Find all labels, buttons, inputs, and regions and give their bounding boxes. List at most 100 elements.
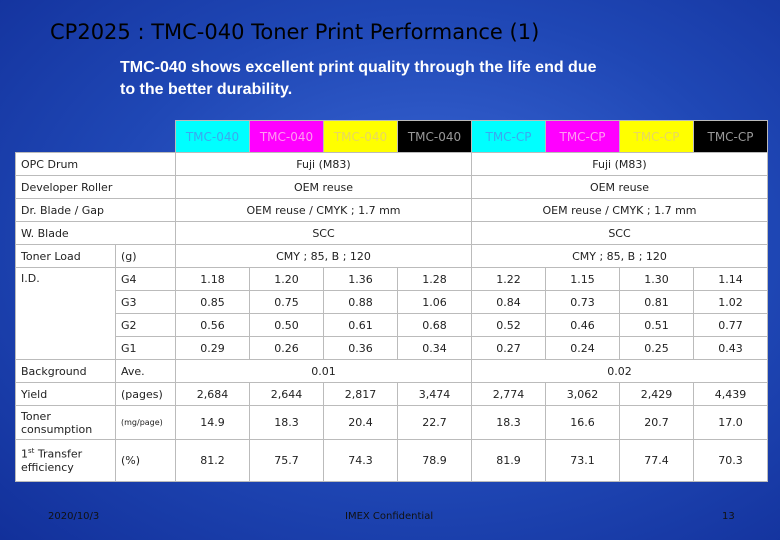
- value-cell: 2,817: [323, 382, 398, 406]
- value-cell: 3,474: [397, 382, 472, 406]
- row-label-text: Transfer efficiency: [21, 447, 83, 474]
- value-cell: 1.22: [471, 267, 546, 291]
- column-header: TMC-CP: [471, 120, 546, 153]
- value-cell: 18.3: [471, 405, 546, 440]
- value-cell: 1.30: [619, 267, 694, 291]
- value-cell: 16.6: [545, 405, 620, 440]
- row-label: Toner Load: [15, 244, 116, 268]
- group-cell: OEM reuse: [175, 175, 472, 199]
- value-cell: 81.2: [175, 439, 250, 482]
- column-header: TMC-040: [175, 120, 250, 153]
- group-cell: OEM reuse / CMYK ; 1.7 mm: [471, 198, 768, 222]
- group-cell: OEM reuse / CMYK ; 1.7 mm: [175, 198, 472, 222]
- group-cell: Fuji (M83): [471, 152, 768, 176]
- value-cell: 0.75: [249, 290, 324, 314]
- table-row: Toner consumption (mg/page) 14.9 18.3 20.4 22…: [15, 405, 768, 440]
- column-header: TMC-040: [397, 120, 472, 153]
- group-cell: CMY ; 85, B ; 120: [175, 244, 472, 268]
- value-cell: 81.9: [471, 439, 546, 482]
- table-row: 1st Transfer efficiency (%) 81.2 75.7 74.3 78…: [15, 439, 768, 482]
- value-cell: 1.15: [545, 267, 620, 291]
- value-cell: 0.84: [471, 290, 546, 314]
- value-cell: 0.68: [397, 313, 472, 337]
- column-header: TMC-CP: [693, 120, 768, 153]
- column-header: TMC-CP: [545, 120, 620, 153]
- unit-cell: Ave.: [115, 359, 176, 383]
- value-cell: 0.51: [619, 313, 694, 337]
- value-cell: 1.02: [693, 290, 768, 314]
- value-cell: 0.27: [471, 336, 546, 360]
- table-row: W. Blade SCC SCC: [15, 221, 768, 245]
- value-cell: 0.46: [545, 313, 620, 337]
- row-label: Toner consumption: [15, 405, 116, 440]
- value-cell: 20.4: [323, 405, 398, 440]
- row-label: I.D.: [15, 267, 116, 360]
- unit-cell: (pages): [115, 382, 176, 406]
- unit-cell: (g): [115, 244, 176, 268]
- row-label-sup: st: [28, 447, 35, 456]
- value-cell: 1.18: [175, 267, 250, 291]
- value-cell: 0.56: [175, 313, 250, 337]
- confidential-note: IMEX Confidential: [345, 511, 434, 522]
- table-row: OPC Drum Fuji (M83) Fuji (M83): [15, 152, 768, 176]
- subtitle-line: to the better durability.: [120, 81, 293, 98]
- table-row: G1 0.29 0.26 0.36 0.34 0.27 0.24 0.25 0.43: [16, 336, 768, 360]
- table-row: Background Ave. 0.01 0.02: [15, 359, 768, 383]
- page-number: 13: [722, 511, 735, 522]
- value-cell: 73.1: [545, 439, 620, 482]
- title: CP2025 : TMC-040 Toner Print Performance…: [50, 20, 540, 44]
- value-cell: 0.77: [693, 313, 768, 337]
- subtitle-line: TMC-040 shows excellent print quality th…: [120, 59, 597, 76]
- row-label: Developer Roller: [15, 175, 176, 199]
- table-row: Toner Load (g) CMY ; 85, B ; 120 CMY ; 85, …: [15, 244, 768, 268]
- value-cell: 74.3: [323, 439, 398, 482]
- value-cell: 14.9: [175, 405, 250, 440]
- value-cell: 1.36: [323, 267, 398, 291]
- table-row: I.D. G4 1.18 1.20 1.36 1.28 1.22 1.15 1.30 1.14: [15, 267, 768, 360]
- group-cell: OEM reuse: [471, 175, 768, 199]
- table-row: G2 0.56 0.50 0.61 0.68 0.52 0.46 0.51 0.77: [16, 313, 768, 337]
- group-cell: 0.02: [471, 359, 768, 383]
- value-cell: 0.34: [397, 336, 472, 360]
- value-cell: 0.50: [249, 313, 324, 337]
- row-label: Background: [15, 359, 116, 383]
- row-label: W. Blade: [15, 221, 176, 245]
- value-cell: 0.36: [323, 336, 398, 360]
- value-cell: 18.3: [249, 405, 324, 440]
- group-cell: CMY ; 85, B ; 120: [471, 244, 768, 268]
- value-cell: 77.4: [619, 439, 694, 482]
- unit-cell: (%): [115, 439, 176, 482]
- value-cell: 2,774: [471, 382, 546, 406]
- table-row: G3 0.85 0.75 0.88 1.06 0.84 0.73 0.81 1.02: [16, 290, 768, 314]
- value-cell: 0.88: [323, 290, 398, 314]
- value-cell: 22.7: [397, 405, 472, 440]
- blank-cell: [16, 121, 176, 153]
- value-cell: 0.25: [619, 336, 694, 360]
- value-cell: 70.3: [693, 439, 768, 482]
- row-label: Yield: [15, 382, 116, 406]
- value-cell: 1.14: [693, 267, 768, 291]
- value-cell: 17.0: [693, 405, 768, 440]
- value-cell: 0.73: [545, 290, 620, 314]
- value-cell: 3,062: [545, 382, 620, 406]
- data-table: TMC-040 TMC-040 TMC-040 TMC-040 TMC-CP TMC-CP…: [15, 120, 768, 482]
- value-cell: 1.28: [397, 267, 472, 291]
- unit-cell: G3: [115, 290, 176, 314]
- group-cell: SCC: [471, 221, 768, 245]
- value-cell: 0.61: [323, 313, 398, 337]
- group-cell: SCC: [175, 221, 472, 245]
- table-row: Dr. Blade / Gap OEM reuse / CMYK ; 1.7 mm…: [15, 198, 768, 222]
- value-cell: 2,684: [175, 382, 250, 406]
- value-cell: 0.52: [471, 313, 546, 337]
- value-cell: 2,429: [619, 382, 694, 406]
- unit-cell: G2: [115, 313, 176, 337]
- value-cell: 20.7: [619, 405, 694, 440]
- row-label-text: 1: [21, 447, 28, 461]
- value-cell: 0.43: [693, 336, 768, 360]
- table-row: Yield (pages) 2,684 2,644 2,817 3,474 2,774 3,0…: [15, 382, 768, 406]
- value-cell: 2,644: [249, 382, 324, 406]
- unit-cell: (mg/page): [115, 405, 176, 440]
- row-label: OPC Drum: [15, 152, 176, 176]
- value-cell: 0.26: [249, 336, 324, 360]
